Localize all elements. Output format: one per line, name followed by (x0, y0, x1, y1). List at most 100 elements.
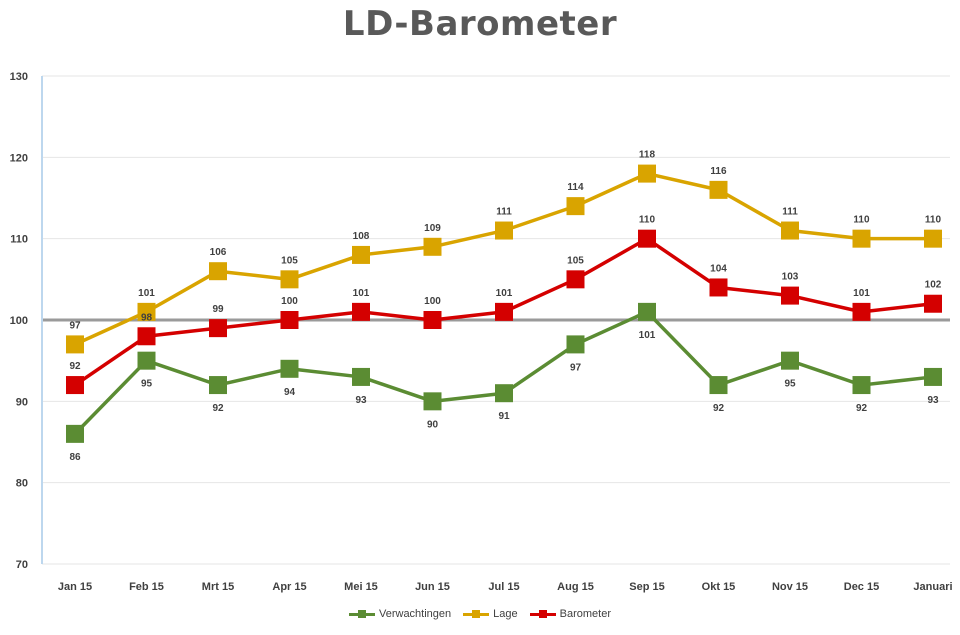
data-point (566, 197, 585, 216)
data-point (66, 376, 84, 395)
x-tick-label: Okt 15 (702, 581, 736, 593)
legend-label: Lage (493, 608, 518, 620)
data-point (709, 278, 728, 297)
data-point (209, 262, 227, 281)
data-label: 90 (427, 419, 439, 430)
data-label: 99 (212, 304, 224, 315)
data-point (137, 351, 156, 370)
data-label: 100 (281, 296, 298, 307)
data-label: 109 (424, 223, 441, 234)
data-point (566, 335, 585, 354)
legend-label: Verwachtingen (378, 608, 452, 620)
data-point (137, 327, 156, 346)
x-tick-label: Jan 15 (58, 581, 92, 593)
data-label: 118 (639, 150, 656, 161)
data-point (66, 424, 84, 443)
y-tick-label: 80 (16, 478, 28, 490)
data-label: 102 (925, 280, 942, 291)
y-tick-label: 120 (10, 152, 28, 164)
data-label: 95 (141, 379, 153, 390)
data-label: 103 (782, 272, 799, 283)
data-point (352, 302, 370, 321)
data-label: 111 (496, 207, 512, 218)
y-tick-label: 110 (10, 234, 28, 246)
data-label: 105 (567, 255, 584, 266)
series (66, 164, 942, 443)
data-point (209, 376, 227, 395)
data-label: 101 (639, 330, 656, 341)
x-tick-label: Jul 15 (488, 581, 519, 593)
data-point (638, 229, 656, 248)
data-point (423, 237, 442, 256)
data-point (781, 351, 799, 370)
data-point (638, 164, 656, 183)
data-point (566, 270, 585, 289)
y-tick-label: 100 (10, 315, 28, 327)
data-label: 110 (639, 215, 656, 226)
axes: 70 80 90 100 110 120 130 Jan 15 Feb 15 Mrt 15 Apr … (10, 71, 953, 593)
legend-swatch (463, 609, 490, 619)
chart-title: LD-Barometer (342, 4, 618, 44)
legend-swatch (529, 609, 556, 619)
y-tick-label: 90 (16, 396, 28, 408)
data-point (280, 359, 299, 378)
data-label: 94 (284, 387, 296, 398)
data-label: 116 (710, 166, 727, 177)
data-label: 101 (496, 288, 513, 299)
data-label: 86 (69, 452, 81, 463)
data-label: 92 (856, 403, 868, 414)
data-point (924, 229, 942, 248)
data-point (423, 392, 442, 411)
x-tick-label: Januari (913, 581, 952, 593)
data-label: 91 (498, 411, 510, 422)
data-label: 110 (853, 215, 870, 226)
data-point (709, 180, 728, 199)
data-label: 97 (69, 320, 81, 331)
x-tick-label: Mrt 15 (202, 581, 234, 593)
data-point (352, 367, 370, 386)
data-point (495, 384, 513, 403)
data-point (924, 367, 942, 386)
data-point (66, 335, 84, 354)
legend-label: Barometer (559, 608, 611, 620)
data-label: 97 (570, 362, 582, 373)
y-tick-label: 70 (16, 559, 28, 571)
data-label: 92 (69, 361, 81, 372)
data-point (209, 319, 227, 338)
x-tick-label: Nov 15 (772, 581, 808, 593)
data-point (280, 270, 299, 289)
x-tick-label: Mei 15 (344, 581, 378, 593)
data-label: 98 (141, 312, 153, 323)
data-point (852, 376, 871, 395)
legend-swatch (348, 609, 375, 619)
data-point (280, 311, 299, 329)
data-label: 95 (784, 379, 796, 390)
x-tick-label: Apr 15 (272, 581, 306, 593)
y-tick-label: 130 (10, 71, 28, 83)
legend-item: Barometer (529, 608, 611, 620)
data-label: 101 (138, 288, 155, 299)
data-point (423, 311, 442, 329)
data-point (495, 302, 513, 321)
data-label: 105 (281, 255, 298, 266)
data-label: 100 (424, 296, 441, 307)
data-label: 92 (713, 403, 725, 414)
x-tick-label: Jun 15 (415, 581, 450, 593)
x-tick-label: Sep 15 (629, 581, 664, 593)
data-point (495, 221, 513, 240)
data-label: 93 (355, 395, 367, 406)
data-point (852, 229, 871, 248)
data-label: 106 (210, 247, 227, 258)
data-point (852, 302, 871, 321)
data-label: 93 (927, 395, 939, 406)
data-point (924, 294, 942, 313)
data-point (781, 221, 799, 240)
data-point (709, 376, 728, 395)
data-labels: 86 95 92 94 93 90 91 97 101 92 95 92 93 97 101 106 105 10… (69, 150, 941, 463)
legend-item: Verwachtingen (348, 608, 452, 620)
data-label: 110 (925, 215, 942, 226)
data-point (137, 302, 156, 321)
legend-item: Lage (463, 608, 518, 620)
data-label: 108 (353, 231, 370, 242)
